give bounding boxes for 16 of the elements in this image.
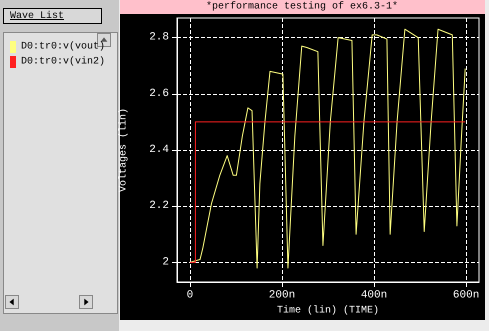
x-tick-label: 400n [360,290,388,302]
y-tick-label: 2.2 [149,200,169,212]
x-tick-label: 0 [186,290,194,302]
x-tick-label: 600n [452,290,480,302]
x-tick-label: 200n [268,290,296,302]
line-series [189,28,466,268]
y-tick-label: 2.4 [149,144,170,156]
x-axis-title: Time (lin) (TIME) [276,304,380,316]
y-axis-title: Voltages (lin) [118,108,130,192]
chart-title: *performance testing of ex6.3-1* [206,0,398,12]
legend-label: D0:tr0:v(vout) [21,40,106,52]
text: Wave List [3,8,102,24]
y-tick-label: 2 [162,256,169,268]
y-tick-label: 2.8 [149,32,169,44]
legend-label: D0:tr0:v(vin2) [21,56,106,68]
y-tick-label: 2.6 [149,88,169,100]
